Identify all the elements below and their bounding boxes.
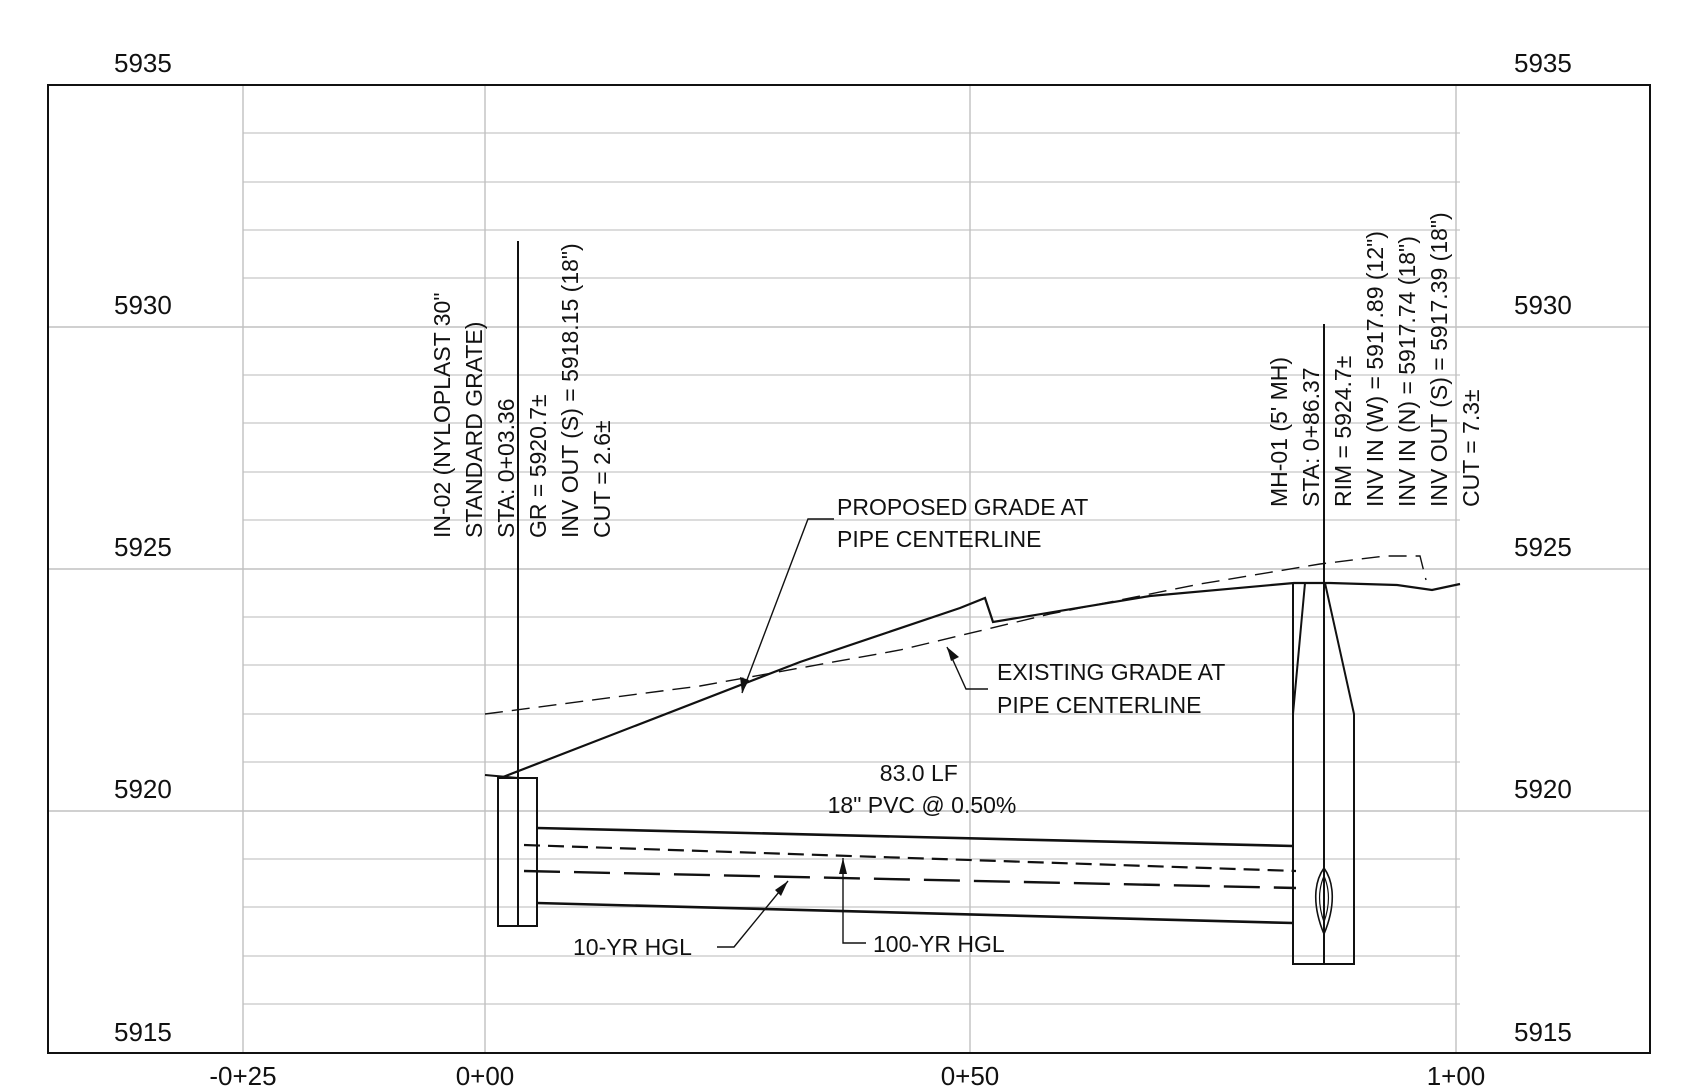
proposed-grade-note-line: PIPE CENTERLINE	[837, 526, 1042, 552]
inlet-callout-line: INV OUT (S) = 5918.15 (18")	[557, 243, 583, 538]
existing-grade-line	[484, 555, 1427, 715]
inlet-callout-line: STANDARD GRATE)	[461, 322, 487, 538]
elevation-label: 5935	[1514, 48, 1572, 78]
pipe-length-label: 83.0 LF	[880, 760, 958, 786]
proposed-grade-note-line: PROPOSED GRADE AT	[837, 494, 1088, 520]
manhole-structure	[1292, 324, 1355, 965]
hgl-10yr-label: 10-YR HGL	[573, 934, 692, 960]
elevation-labels-left: 5935 5930 5925 5920 5915	[114, 48, 172, 1047]
manhole-callout: MH-01 (5' MH) STA: 0+86.37 RIM = 5924.7±…	[1266, 206, 1484, 507]
pipe-size-slope-label: 18" PVC @ 0.50%	[828, 792, 1017, 818]
elevation-labels-right: 5935 5930 5925 5920 5915	[1514, 48, 1572, 1047]
pipe-label: 83.0 LF 18" PVC @ 0.50%	[828, 760, 1017, 818]
elevation-label: 5930	[114, 290, 172, 320]
existing-grade-note-line: EXISTING GRADE AT	[997, 659, 1225, 685]
manhole-callout-line: INV IN (W) = 5917.89 (12")	[1362, 231, 1388, 507]
station-labels: -0+25 0+00 0+50 1+00	[209, 1061, 1485, 1088]
minor-grid	[243, 132, 1460, 1005]
station-label: 0+50	[941, 1061, 1000, 1088]
hgl-100yr-line	[523, 843, 1297, 873]
elevation-label: 5930	[1514, 290, 1572, 320]
inlet-callout-line: GR = 5920.7±	[525, 394, 551, 538]
pipe-profile	[536, 826, 1294, 925]
station-label: 0+00	[456, 1061, 515, 1088]
existing-grade-note-line: PIPE CENTERLINE	[997, 692, 1202, 718]
elevation-label: 5915	[114, 1017, 172, 1047]
inlet-structure	[484, 241, 538, 927]
major-grid	[48, 85, 1650, 1053]
existing-grade-note: EXISTING GRADE AT PIPE CENTERLINE	[997, 659, 1231, 718]
elevation-label: 5925	[114, 532, 172, 562]
leader-lines	[717, 518, 988, 948]
elevation-label: 5935	[114, 48, 172, 78]
plot-frame	[47, 84, 1651, 1054]
elevation-label: 5920	[1514, 774, 1572, 804]
manhole-callout-line: STA: 0+86.37	[1298, 367, 1324, 507]
station-label: -0+25	[209, 1061, 276, 1088]
proposed-grade-note: PROPOSED GRADE AT PIPE CENTERLINE	[837, 494, 1094, 552]
manhole-callout-line: RIM = 5924.7±	[1330, 356, 1356, 507]
manhole-callout-line: MH-01 (5' MH)	[1266, 357, 1292, 507]
elevation-label: 5925	[1514, 532, 1572, 562]
manhole-callout-line: INV IN (N) = 5917.74 (18")	[1394, 236, 1420, 507]
inlet-callout: IN-02 (NYLOPLAST 30" STANDARD GRATE) STA…	[429, 237, 615, 538]
station-label: 1+00	[1427, 1061, 1486, 1088]
inlet-callout-line: CUT = 2.6±	[589, 420, 615, 538]
hgl-100yr-label: 100-YR HGL	[873, 931, 1005, 957]
proposed-grade-line	[502, 581, 1461, 779]
inlet-callout-line: IN-02 (NYLOPLAST 30"	[429, 292, 455, 538]
elevation-label: 5920	[114, 774, 172, 804]
elevation-label: 5915	[1514, 1017, 1572, 1047]
manhole-callout-line: CUT = 7.3±	[1458, 389, 1484, 507]
manhole-callout-line: INV OUT (S) = 5917.39 (18")	[1426, 212, 1452, 507]
inlet-callout-line: STA: 0+03.36	[493, 398, 519, 538]
hgl-10yr-line	[523, 869, 1297, 890]
